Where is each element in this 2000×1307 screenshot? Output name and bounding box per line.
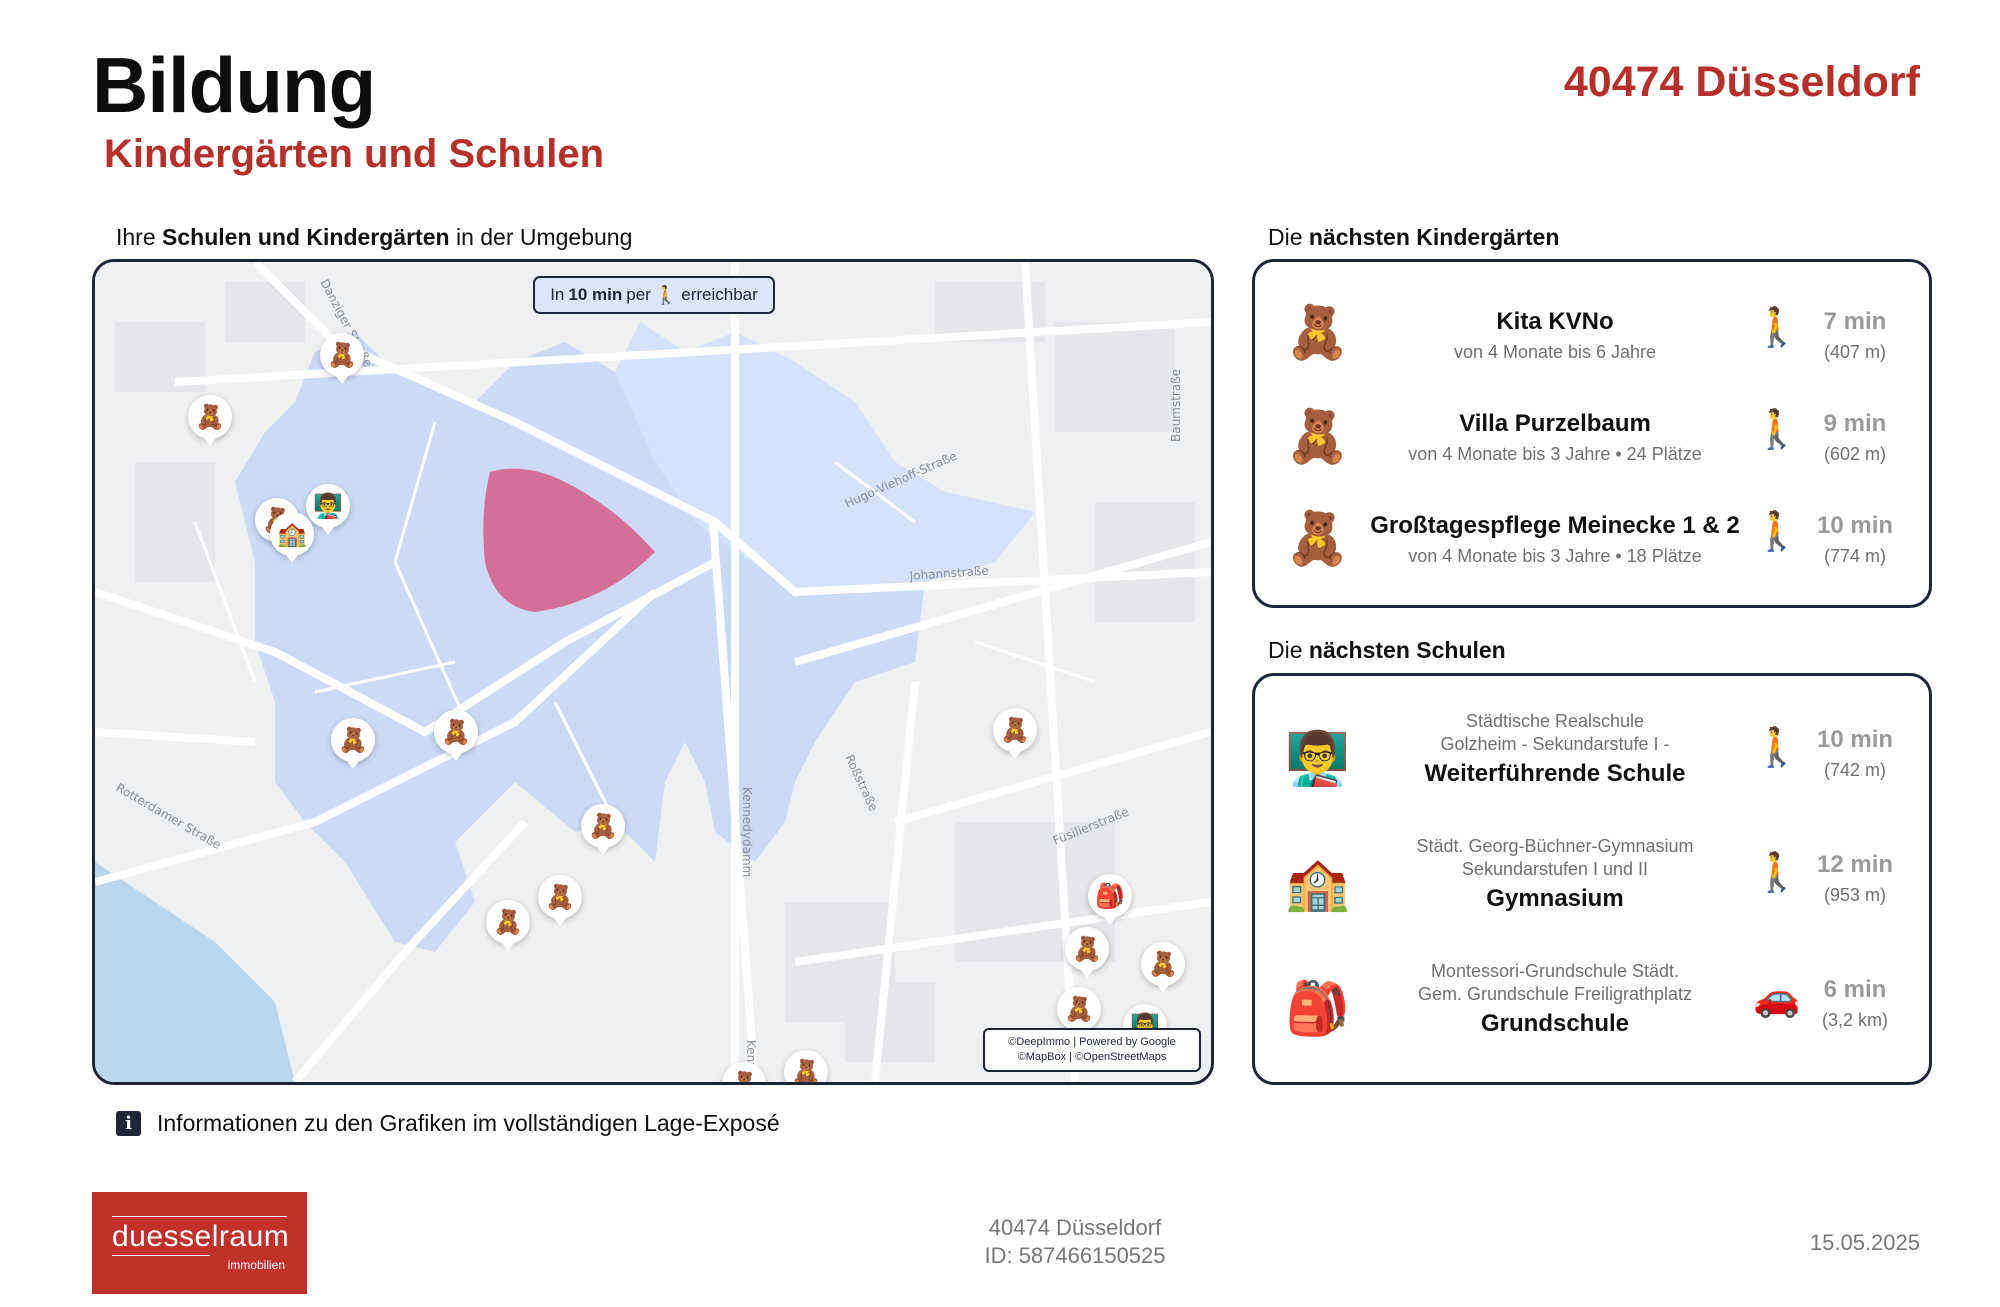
teddy-bear-icon[interactable]: 🧸 <box>188 395 232 446</box>
map-view[interactable]: Danziger Straße Hugo-Viehoff-Straße Baum… <box>92 259 1214 1085</box>
kita-row[interactable]: 🧸 Villa Purzelbaum von 4 Monate bis 3 Ja… <box>1285 408 1887 466</box>
schule-row[interactable]: 🏫 Städt. Georg-Büchner-Gymnasium Sekunda… <box>1285 836 1894 913</box>
backpack-icon[interactable]: 🎒 <box>1088 874 1132 925</box>
footer-address: 40474 Düsseldorf ID: 587466150525 <box>984 1215 1166 1268</box>
core-reach-area <box>483 468 655 612</box>
teacher-icon[interactable]: 👨‍🏫 <box>306 484 350 535</box>
kita-section-label: Die nächsten Kindergärten <box>1268 224 1560 250</box>
teddy-bear-icon[interactable]: 🧸 <box>1057 987 1101 1038</box>
walking-person-icon: 🚶 <box>1753 409 1801 451</box>
backpack-icon: 🎒 <box>1285 980 1350 1038</box>
street-label: Baumstraße <box>1169 369 1183 442</box>
teddy-bear-icon[interactable]: 🧸 <box>1141 942 1185 993</box>
teddy-bear-icon[interactable]: 🧸 <box>722 1062 766 1082</box>
river-water <box>95 862 295 1082</box>
teddy-bear-icon[interactable]: 🧸 <box>538 875 582 926</box>
page-title: Bildung <box>92 41 376 129</box>
walking-person-icon: 🚶 <box>654 284 678 305</box>
car-icon: 🚗 <box>1753 977 1801 1019</box>
walking-person-icon: 🚶 <box>1753 727 1801 769</box>
kita-card: 🧸 Kita KVNo von 4 Monate bis 6 Jahre 🚶 7… <box>1252 259 1932 608</box>
teddy-bear-icon: 🧸 <box>1285 510 1350 568</box>
company-logo: duesselraum immobilien <box>92 1192 307 1294</box>
school-building-icon[interactable]: 🏫 <box>270 512 314 563</box>
kita-row[interactable]: 🧸 Großtagespflege Meinecke 1 & 2 von 4 M… <box>1285 510 1894 568</box>
school-building-icon: 🏫 <box>1285 855 1350 913</box>
building-blocks <box>115 282 1195 1062</box>
map-canvas[interactable]: Danziger Straße Hugo-Viehoff-Straße Baum… <box>95 262 1211 1082</box>
walking-person-icon: 🚶 <box>1753 307 1801 349</box>
teddy-bear-icon[interactable]: 🧸 <box>331 718 375 769</box>
map-section-label: Ihre Schulen und Kindergärten in der Umg… <box>116 224 633 250</box>
schule-card: 👨‍🏫 Städtische Realschule Golzheim - Sek… <box>1252 673 1932 1085</box>
kita-row[interactable]: 🧸 Kita KVNo von 4 Monate bis 6 Jahre 🚶 7… <box>1285 304 1887 362</box>
teddy-bear-icon: 🧸 <box>1285 408 1350 466</box>
map-attribution: ©DeepImmo | Powered by Google ©MapBox | … <box>983 1028 1201 1072</box>
teacher-icon: 👨‍🏫 <box>1285 730 1350 788</box>
info-note[interactable]: i Informationen zu den Grafiken im volls… <box>116 1110 780 1137</box>
teddy-bear-icon: 🧸 <box>1285 304 1350 362</box>
page-subtitle: Kindergärten und Schulen <box>104 132 605 176</box>
walking-person-icon: 🚶 <box>1753 511 1801 553</box>
street-label: Kennedydamm <box>740 787 754 877</box>
street-label: Johannstraße <box>908 563 989 583</box>
schule-row[interactable]: 🎒 Montessori-Grundschule Städt. Gem. Gru… <box>1285 961 1888 1038</box>
teddy-bear-icon[interactable]: 🧸 <box>486 900 530 951</box>
teddy-bear-icon[interactable]: 🧸 <box>581 804 625 855</box>
teddy-bear-icon[interactable]: 🧸 <box>434 710 478 761</box>
teddy-bear-icon[interactable]: 🧸 <box>320 333 364 384</box>
footer-date: 15.05.2025 <box>1809 1230 1920 1255</box>
teddy-bear-icon[interactable]: 🧸 <box>784 1050 828 1082</box>
info-icon: i <box>116 1111 141 1136</box>
teddy-bear-icon[interactable]: 🧸 <box>1065 927 1109 978</box>
schule-row[interactable]: 👨‍🏫 Städtische Realschule Golzheim - Sek… <box>1285 711 1894 788</box>
teddy-bear-icon[interactable]: 🧸 <box>993 708 1037 759</box>
location-heading: 40474 Düsseldorf <box>1563 58 1920 106</box>
schule-section-label: Die nächsten Schulen <box>1268 637 1506 663</box>
reach-badge: In 10 min per 🚶 erreichbar <box>533 276 775 314</box>
walking-person-icon: 🚶 <box>1753 852 1801 894</box>
